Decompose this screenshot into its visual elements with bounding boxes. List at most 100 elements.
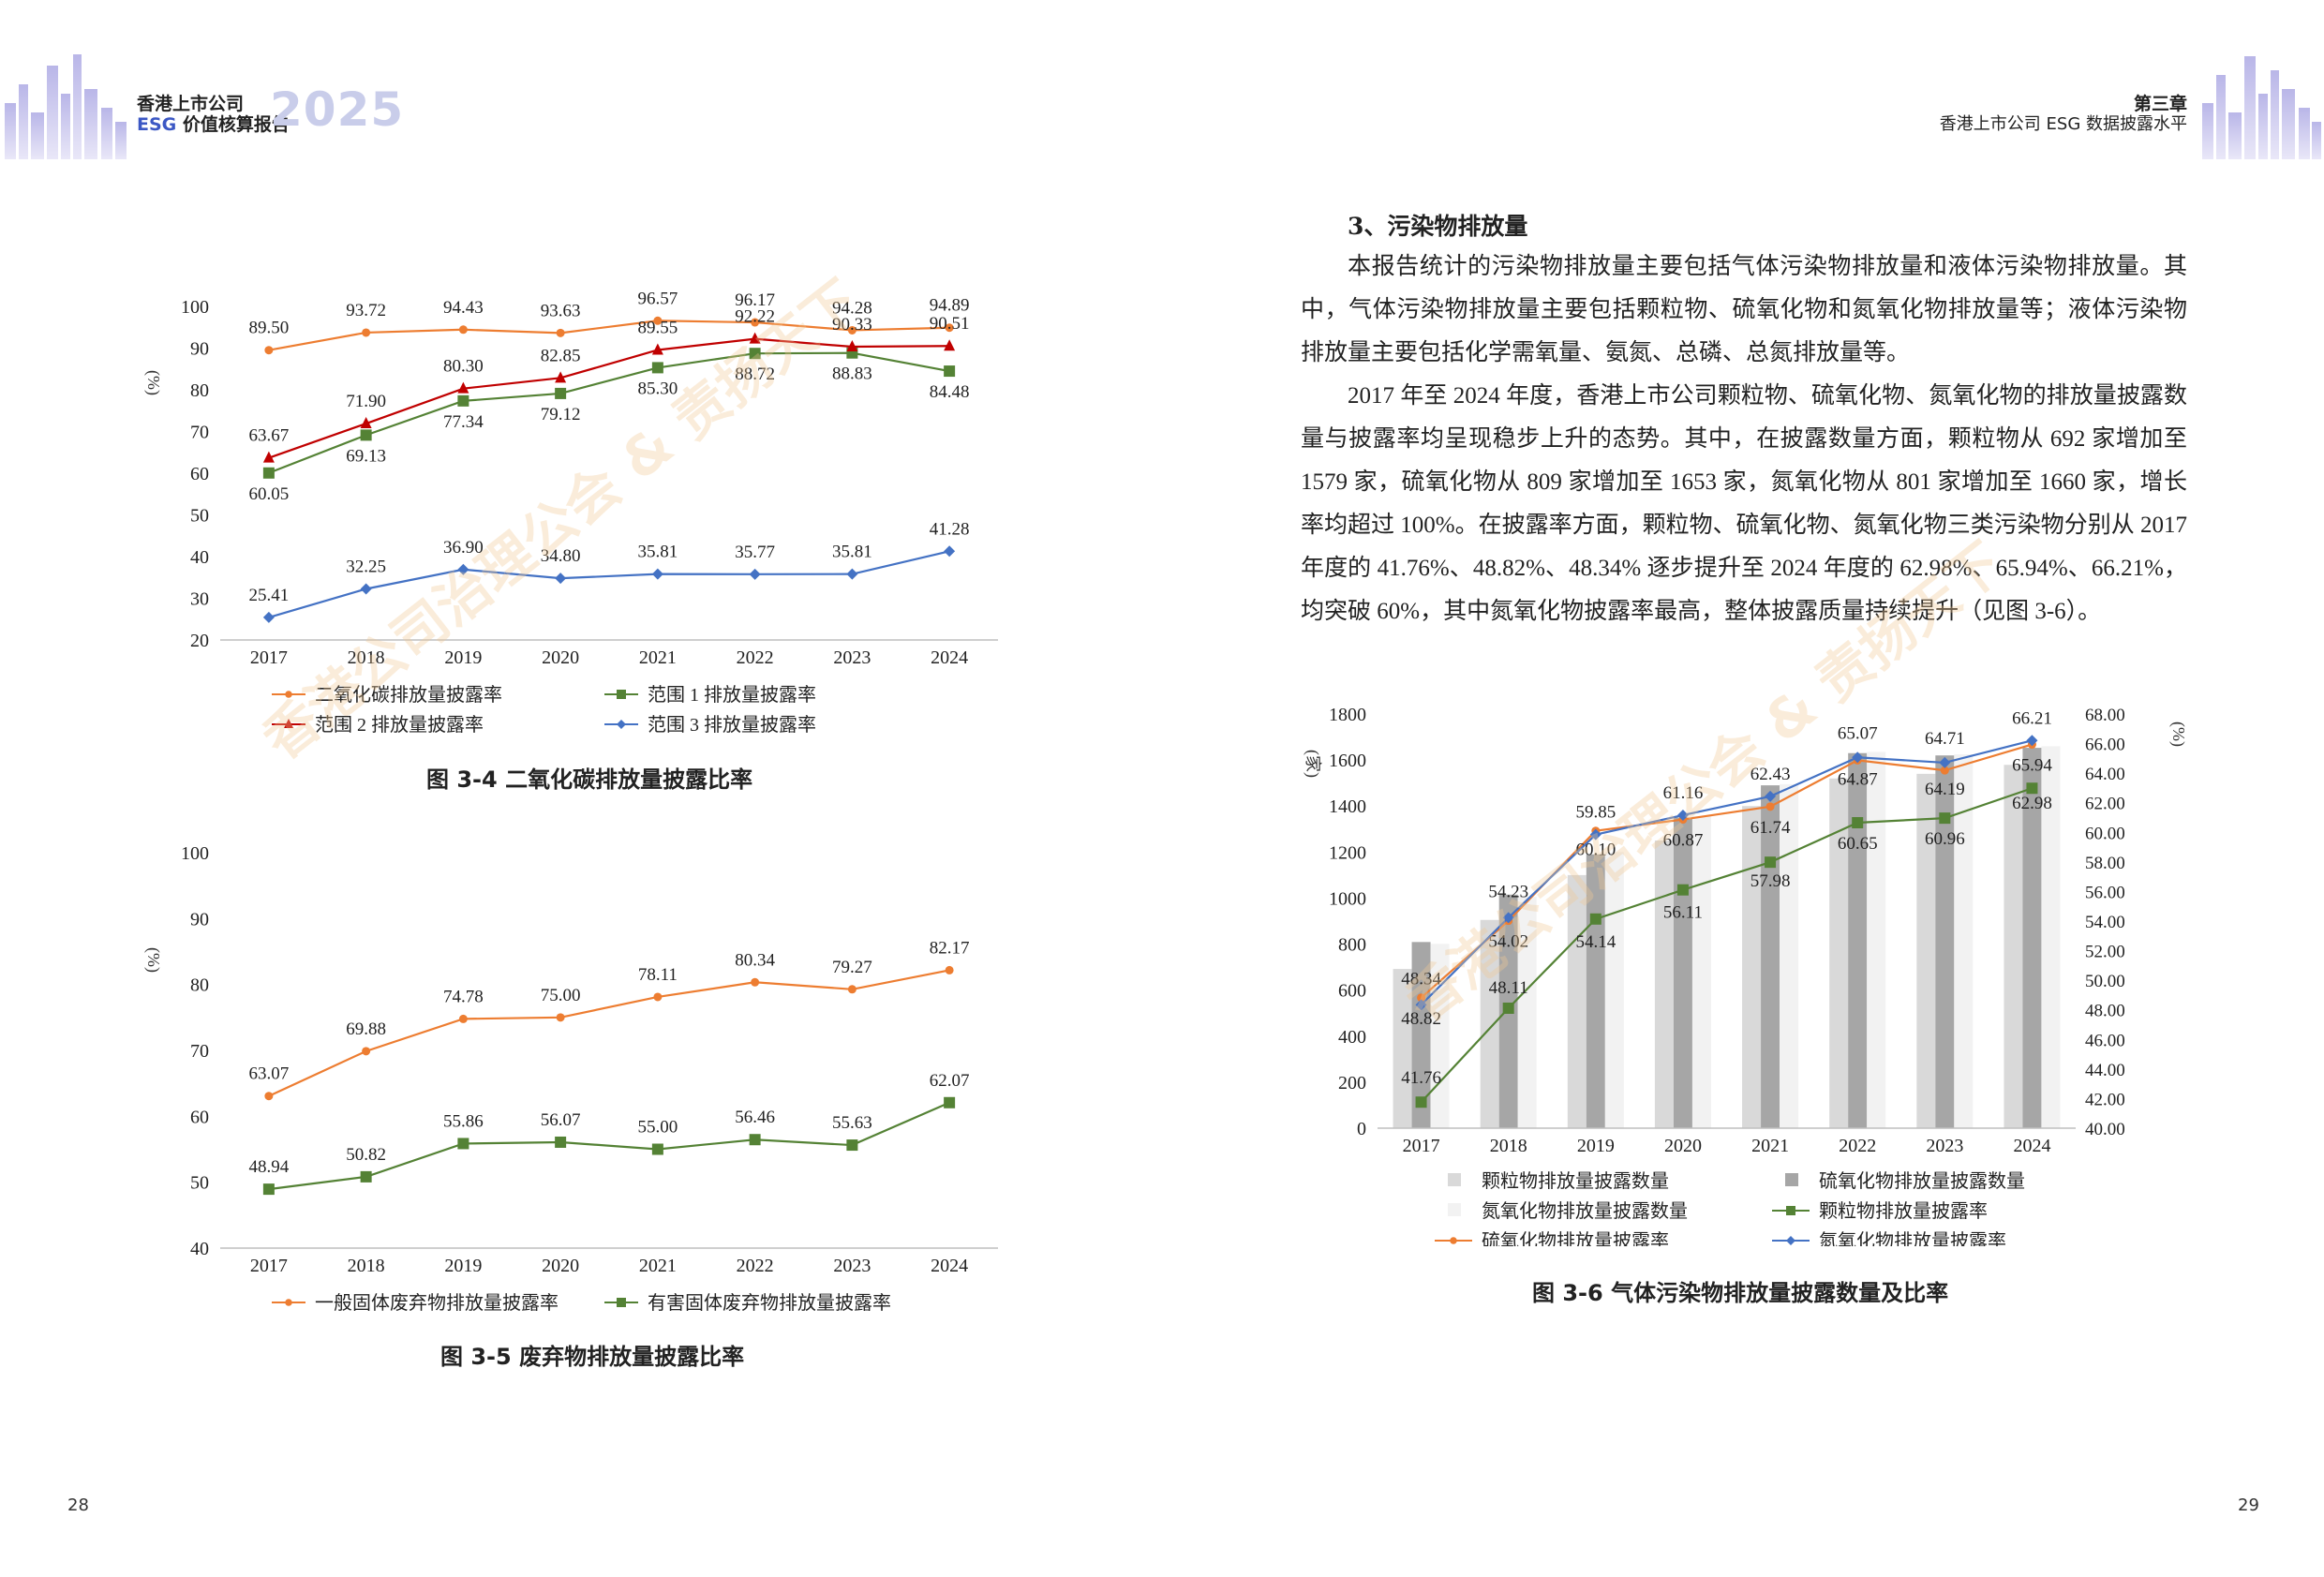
- data-point: [1416, 1096, 1427, 1108]
- y-left-tick-label: 1800: [1329, 705, 1366, 725]
- data-point: [653, 992, 662, 1001]
- legend-marker: [617, 720, 626, 729]
- data-point: [264, 1092, 273, 1100]
- y-right-tick-label: 56.00: [2085, 883, 2125, 902]
- y-right-tick-label: 54.00: [2085, 913, 2125, 932]
- data-label: 79.27: [832, 958, 872, 977]
- legend-marker: [617, 690, 626, 699]
- data-label: 35.81: [638, 543, 678, 562]
- data-label: 35.77: [735, 543, 775, 562]
- legend-marker: [1450, 1237, 1457, 1244]
- x-tick-label: 2018: [1490, 1136, 1527, 1156]
- data-label: 41.28: [930, 519, 970, 539]
- legend-label: 氮氧化物排放量披露率: [1819, 1230, 2006, 1246]
- legend-label: 一般固体废弃物排放量披露率: [315, 1292, 559, 1314]
- y-right-tick-label: 40.00: [2085, 1120, 2125, 1139]
- data-label: 78.11: [638, 965, 678, 985]
- data-label: 94.43: [443, 298, 484, 318]
- data-label: 82.85: [541, 346, 581, 365]
- data-point: [361, 429, 372, 440]
- legend-label: 有害固体废弃物排放量披露率: [648, 1292, 891, 1314]
- y-axis-left-title: (家): [1303, 750, 1322, 778]
- paragraph-1: 本报告统计的污染物排放量主要包括气体污染物排放量和液体污染物排放量。其中，气体污…: [1301, 245, 2187, 375]
- y-right-tick-label: 44.00: [2085, 1061, 2125, 1080]
- page-number-left: 28: [67, 1495, 89, 1515]
- data-point: [457, 395, 469, 407]
- data-point: [361, 1171, 372, 1183]
- x-tick-label: 2020: [542, 647, 579, 668]
- data-label: 57.98: [1750, 871, 1791, 891]
- data-label: 50.82: [346, 1145, 386, 1165]
- data-label: 63.67: [249, 426, 290, 446]
- bar: [2004, 765, 2022, 1128]
- waste-disclosure-chart: (%) 40 50 60 70 80 90 100 2017 2018 2019 2020 2021 20…: [131, 843, 1012, 1321]
- data-point: [652, 362, 663, 373]
- paragraph-2: 2017 年至 2024 年度，香港上市公司颗粒物、硫氧化物、氮氧化物的排放量披…: [1301, 375, 2187, 633]
- data-point: [1590, 914, 1601, 925]
- y-right-tick-label: 46.00: [2085, 1031, 2125, 1050]
- y-tick-label: 100: [181, 297, 209, 318]
- y-tick-label: 70: [190, 423, 209, 443]
- data-point: [846, 569, 857, 580]
- y-tick-label: 90: [190, 909, 209, 930]
- x-tick-label: 2017: [1403, 1136, 1440, 1156]
- y-right-tick-label: 62.00: [2085, 795, 2125, 814]
- x-tick-label: 2024: [931, 1256, 968, 1276]
- y-tick-label: 80: [190, 380, 209, 401]
- data-label: 60.65: [1838, 834, 1878, 854]
- y-left-tick-label: 1000: [1329, 888, 1366, 909]
- data-label: 55.63: [832, 1113, 872, 1133]
- bar: [1848, 753, 1867, 1128]
- legend-marker: [1786, 1206, 1795, 1215]
- data-label: 80.30: [443, 357, 484, 377]
- y-right-tick-label: 68.00: [2085, 706, 2125, 725]
- y-right-tick-label: 42.00: [2085, 1090, 2125, 1109]
- data-label: 60.05: [249, 484, 290, 504]
- data-point: [944, 1097, 955, 1108]
- data-point: [652, 1144, 663, 1155]
- data-label: 88.83: [832, 364, 872, 384]
- bar: [1935, 755, 1954, 1128]
- data-label: 75.00: [541, 986, 581, 1005]
- x-tick-label: 2018: [348, 1256, 385, 1276]
- skyline-right-decoration: [2197, 47, 2324, 169]
- data-label: 93.72: [346, 301, 386, 320]
- data-label: 64.87: [1838, 769, 1878, 789]
- y-right-tick-label: 58.00: [2085, 854, 2125, 873]
- x-tick-label: 2019: [444, 1256, 482, 1276]
- x-tick-label: 2022: [737, 1256, 774, 1276]
- data-point: [555, 1137, 566, 1148]
- data-point: [263, 468, 275, 479]
- x-tick-label: 2024: [2013, 1136, 2050, 1156]
- data-point: [944, 545, 955, 557]
- data-label: 74.78: [443, 987, 484, 1006]
- data-point: [263, 612, 275, 623]
- data-label: 96.57: [638, 289, 678, 308]
- y-tick-label: 40: [190, 1239, 209, 1259]
- data-label: 56.11: [1663, 903, 1703, 923]
- y-left-tick-label: 1600: [1329, 751, 1366, 771]
- y-axis-title: (%): [143, 947, 163, 973]
- data-label: 35.81: [832, 543, 872, 562]
- data-point: [1677, 885, 1689, 896]
- legend-label: 颗粒物排放量披露数量: [1482, 1170, 1669, 1192]
- y-tick-label: 90: [190, 339, 209, 360]
- x-tick-label: 2019: [1577, 1136, 1615, 1156]
- data-label: 79.12: [541, 405, 581, 424]
- y-left-tick-label: 400: [1338, 1027, 1366, 1048]
- chapter-subtitle: 香港上市公司 ESG 数据披露水平: [1940, 111, 2187, 135]
- legend-label: 颗粒物排放量披露率: [1819, 1200, 1988, 1222]
- y-axis-title: (%): [143, 370, 163, 395]
- y-left-tick-label: 1200: [1329, 842, 1366, 863]
- data-point: [557, 1013, 565, 1021]
- bar: [1692, 816, 1711, 1128]
- data-label: 48.94: [249, 1157, 290, 1177]
- skyline-left-decoration: [0, 47, 131, 169]
- data-point: [555, 388, 566, 399]
- data-point: [361, 583, 372, 594]
- legend-marker: [1786, 1236, 1795, 1245]
- data-label: 64.19: [1925, 780, 1965, 799]
- x-tick-label: 2021: [1751, 1136, 1789, 1156]
- data-point: [1503, 1003, 1514, 1014]
- data-label: 84.48: [930, 382, 970, 402]
